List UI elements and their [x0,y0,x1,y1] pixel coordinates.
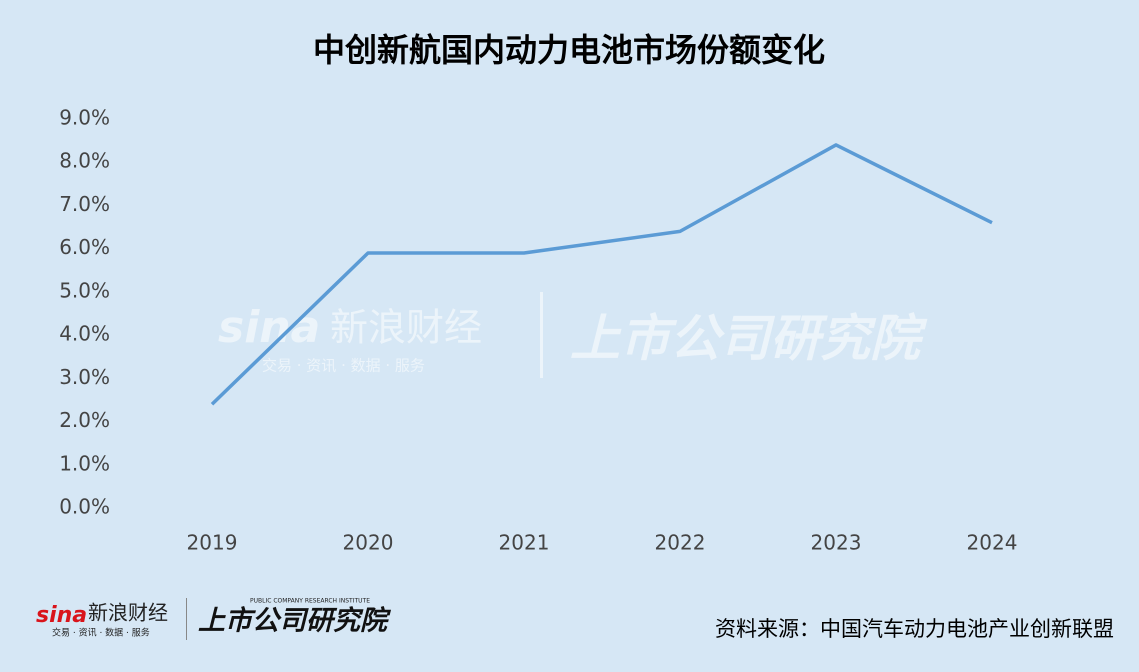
x-tick-label: 2021 [499,531,550,555]
logo-institute-en: PUBLIC COMPANY RESEARCH INSTITUTE [250,598,370,605]
watermark: sina 新浪财经 交易 · 资讯 · 数据 · 服务 上市公司研究院 [218,292,928,378]
logo-slogan: 交易 · 资讯 · 数据 · 服务 [52,627,150,639]
data-line [210,143,993,406]
y-tick-label: 8.0% [59,149,110,173]
y-tick-label: 5.0% [59,278,110,302]
logo-sina: sina [36,603,87,628]
x-tick-label: 2020 [343,531,394,555]
y-tick-label: 7.0% [59,192,110,216]
logo-institute: 上市公司研究院 [198,606,392,637]
y-tick-label: 6.0% [59,235,110,259]
watermark-slogan: 交易 · 资讯 · 数据 · 服务 [262,357,425,375]
source-note: 资料来源：中国汽车动力电池产业创新联盟 [715,617,1114,641]
watermark-divider [540,292,543,378]
x-tick-label: 2024 [967,531,1018,555]
watermark-sina: sina [218,302,320,353]
y-tick-label: 0.0% [59,495,110,519]
watermark-institute: 上市公司研究院 [570,310,928,368]
watermark-sina-name: 新浪财经 [330,306,482,350]
chart-title: 中创新航国内动力电池市场份额变化 [313,31,825,69]
y-tick-label: 3.0% [59,365,110,389]
y-tick-label: 1.0% [59,451,110,475]
logo-divider [186,598,187,640]
y-tick-label: 2.0% [59,408,110,432]
y-tick-label: 9.0% [59,106,110,130]
x-tick-label: 2019 [187,531,238,555]
x-tick-label: 2022 [655,531,706,555]
y-tick-label: 4.0% [59,322,110,346]
x-tick-label: 2023 [811,531,862,555]
logo-sina-name: 新浪财经 [88,601,168,625]
